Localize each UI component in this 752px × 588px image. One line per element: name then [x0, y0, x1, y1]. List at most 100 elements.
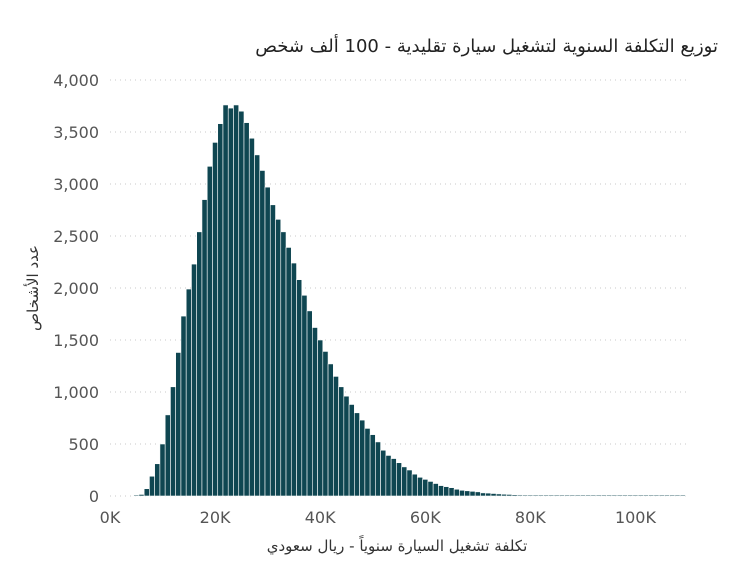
histogram-bar — [401, 466, 408, 497]
histogram-bar — [443, 486, 450, 497]
histogram-bar — [159, 443, 166, 497]
histogram-bar — [385, 455, 392, 497]
histogram-bar — [558, 494, 565, 497]
y-tick-label: 1,500 — [53, 331, 99, 350]
histogram-bar — [537, 494, 544, 497]
histogram-bar — [406, 469, 413, 497]
histogram-bar — [354, 412, 360, 497]
histogram-bar — [427, 481, 434, 497]
y-axis-label: عدد الأشخاص — [23, 245, 42, 331]
histogram-bar — [133, 494, 140, 497]
histogram-bar — [579, 494, 586, 497]
bars — [133, 104, 686, 497]
y-tick-label: 3,000 — [53, 175, 99, 194]
x-tick-label: 20K — [200, 508, 231, 527]
y-tick-label: 1,000 — [53, 383, 99, 402]
x-axis-label: تكلفة تشغيل السيارة سنوياً - ريال سعودي — [267, 535, 528, 556]
histogram-bar — [348, 404, 355, 497]
histogram-bar — [201, 199, 208, 497]
histogram-bar — [359, 419, 366, 497]
histogram-bar — [574, 494, 581, 497]
y-tick-label: 0 — [89, 487, 99, 506]
histogram-bar — [191, 263, 197, 497]
histogram-bar — [527, 494, 534, 497]
histogram-bar — [422, 479, 429, 497]
histogram-bar — [269, 204, 276, 497]
histogram-bar — [490, 493, 497, 497]
y-tick-label: 3,500 — [53, 123, 99, 142]
histogram-bar — [674, 494, 681, 497]
histogram-bar — [432, 483, 439, 497]
histogram-bar — [233, 104, 240, 497]
y-tick-label: 2,000 — [53, 279, 99, 298]
histogram-bar — [469, 491, 476, 497]
histogram-bar — [532, 494, 539, 497]
histogram-bar — [495, 493, 502, 497]
histogram-bar — [417, 476, 423, 497]
histogram-bar — [569, 494, 576, 497]
histogram-bar — [411, 473, 418, 497]
histogram-bar — [290, 262, 297, 497]
histogram-bar — [611, 494, 618, 497]
histogram-bar — [238, 110, 245, 497]
histogram-bar — [627, 494, 634, 497]
y-axis-ticks: 0 500 1,000 1,500 2,000 2,500 3,000 3,500 4,000 — [53, 71, 99, 506]
histogram-bar — [254, 154, 261, 497]
histogram-bar — [185, 288, 192, 497]
histogram-bar — [375, 441, 381, 497]
histogram-bar — [669, 494, 676, 497]
histogram-bar — [543, 494, 550, 497]
histogram-bar — [243, 122, 250, 497]
y-tick-label: 500 — [68, 435, 99, 454]
histogram-bar — [175, 352, 182, 497]
histogram-bar — [564, 494, 571, 497]
histogram-bar — [506, 494, 513, 497]
x-axis-ticks: 0K 20K 40K 60K 80K 100K — [100, 508, 657, 527]
histogram-bar — [653, 494, 660, 497]
histogram-bar — [616, 494, 623, 497]
histogram-bar — [180, 315, 187, 497]
histogram-bar — [275, 219, 282, 497]
histogram-bar — [637, 494, 644, 497]
histogram-bar — [548, 494, 555, 497]
histogram-bar — [474, 491, 481, 497]
histogram-bar — [501, 493, 508, 497]
histogram-bar — [600, 494, 607, 497]
histogram-bar — [212, 142, 219, 497]
x-tick-label: 100K — [615, 508, 657, 527]
histogram-bar — [170, 386, 176, 497]
histogram-bar — [327, 363, 334, 497]
histogram-bar — [296, 279, 303, 497]
histogram-bar — [606, 494, 613, 497]
histogram-bar — [664, 494, 670, 497]
histogram-bar — [338, 386, 345, 497]
histogram-bar — [438, 485, 444, 497]
histogram-bar — [480, 492, 487, 497]
histogram-bar — [553, 494, 560, 497]
histogram-bar — [622, 494, 628, 497]
histogram-bar — [511, 494, 518, 497]
histogram-bar — [264, 186, 271, 497]
histogram-bar — [227, 107, 234, 497]
histogram-bar — [343, 395, 350, 497]
histogram-bar — [164, 414, 171, 497]
histogram-bar — [206, 166, 213, 497]
histogram-bar — [485, 492, 492, 497]
histogram-bar — [380, 449, 387, 497]
x-tick-label: 60K — [410, 508, 441, 527]
histogram-bar — [658, 494, 665, 497]
histogram-bar — [311, 327, 318, 497]
histogram-bar — [322, 351, 329, 497]
histogram-bar — [679, 494, 686, 497]
histogram-bar — [390, 458, 397, 497]
histogram-bar — [643, 494, 649, 497]
histogram-bar — [306, 310, 313, 497]
histogram-bar — [453, 488, 460, 497]
histogram-bar — [595, 494, 602, 497]
histogram-bar — [317, 339, 324, 497]
histogram-bar — [333, 376, 339, 497]
histogram-bar — [222, 104, 229, 497]
histogram-bar — [396, 462, 402, 497]
histogram-bar — [143, 488, 150, 497]
histogram-bar — [196, 231, 203, 497]
